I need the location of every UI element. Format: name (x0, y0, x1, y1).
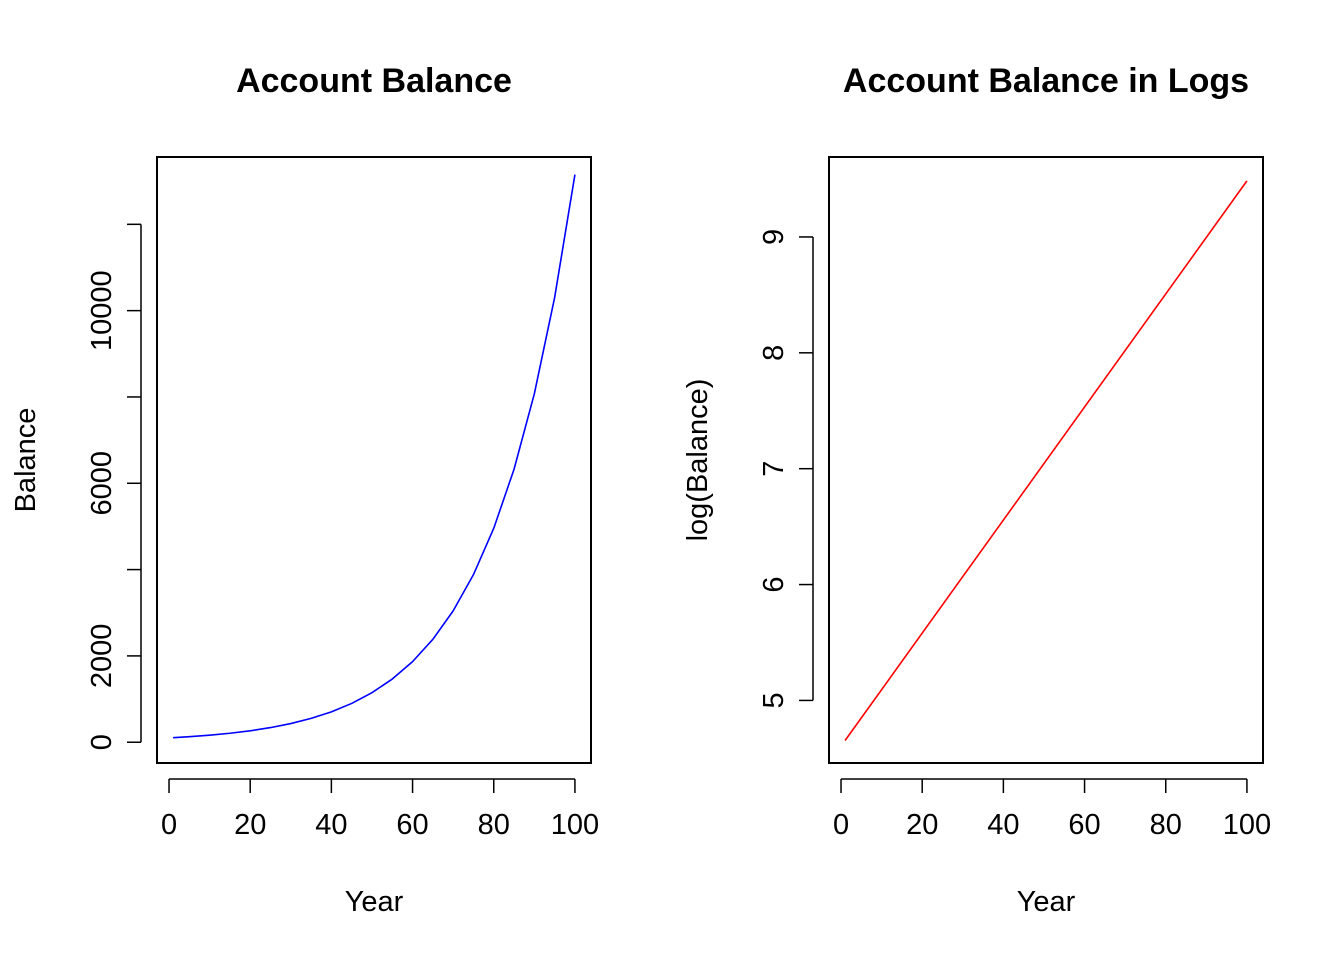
chart-title: Account Balance (236, 62, 512, 100)
y-tick-label: 6000 (86, 451, 118, 516)
y-tick-label: 2000 (86, 624, 118, 689)
y-tick-label: 6 (758, 576, 790, 592)
x-tick-label: 0 (833, 809, 849, 841)
balance-chart-panel: Account Balance Year Balance 0 20 40 60 80 10… (10, 62, 599, 918)
x-tick-label: 100 (551, 809, 599, 841)
x-tick-label: 0 (161, 809, 177, 841)
series-group (173, 174, 576, 739)
x-axis: 0 20 40 60 80 100 (833, 778, 1271, 841)
y-axis: 0 2000 6000 10000 (86, 223, 142, 750)
series-line (173, 174, 576, 739)
x-tick-label: 100 (1223, 809, 1271, 841)
x-tick-label: 40 (987, 809, 1019, 841)
x-axis-label: Year (345, 886, 404, 918)
y-tick-label: 9 (758, 229, 790, 245)
chart-title: Account Balance in Logs (843, 62, 1249, 100)
plot-frame (828, 156, 1264, 764)
plot-frame (156, 156, 592, 764)
y-tick-label: 10000 (86, 270, 118, 351)
x-tick-label: 80 (478, 809, 510, 841)
y-tick-label: 7 (758, 461, 790, 477)
x-tick-label: 60 (1068, 809, 1100, 841)
x-tick-label: 60 (396, 809, 428, 841)
y-tick-label: 5 (758, 692, 790, 708)
x-tick-label: 20 (234, 809, 266, 841)
x-axis: 0 20 40 60 80 100 (161, 778, 599, 841)
y-axis: 5 6 7 8 9 (758, 229, 814, 709)
log-balance-chart-panel: Account Balance in Logs Year log(Balance… (682, 62, 1271, 918)
series-line (844, 180, 1248, 741)
x-tick-label: 40 (315, 809, 347, 841)
series-group (844, 180, 1248, 741)
y-axis-label: Balance (10, 408, 42, 513)
x-tick-label: 20 (906, 809, 938, 841)
y-axis-label: log(Balance) (682, 379, 714, 542)
y-tick-label: 8 (758, 345, 790, 361)
x-axis-label: Year (1017, 886, 1076, 918)
x-tick-label: 80 (1150, 809, 1182, 841)
y-tick-label: 0 (86, 734, 118, 750)
